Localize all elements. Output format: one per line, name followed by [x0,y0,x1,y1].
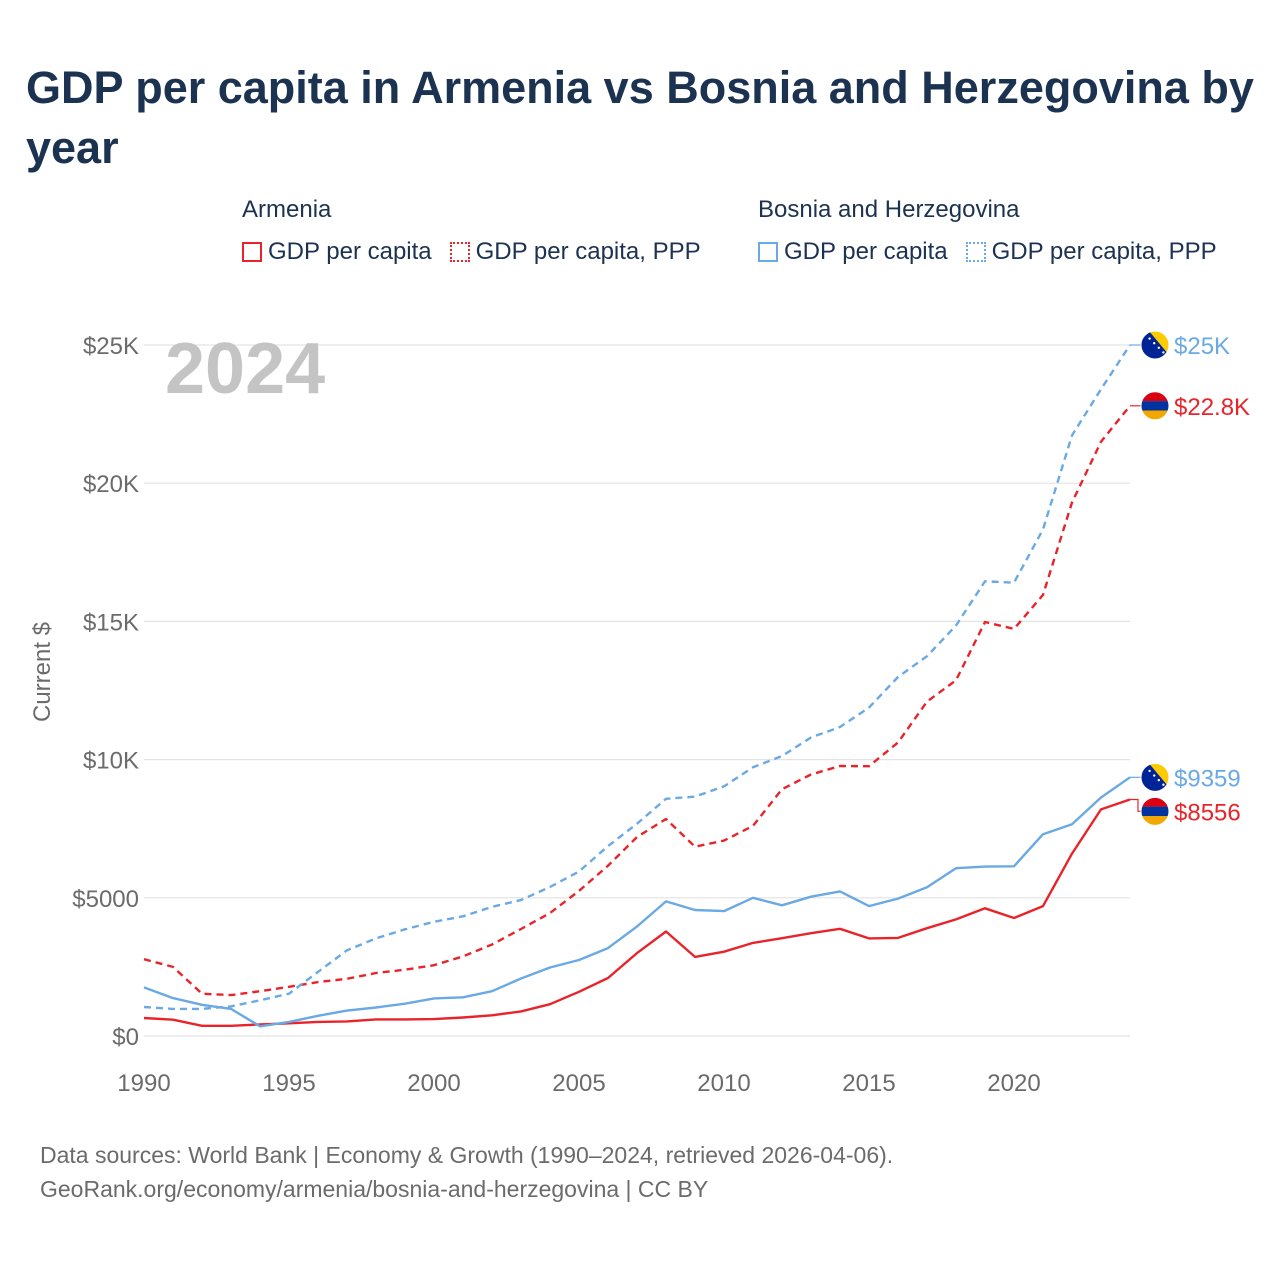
legend-group-title: Armenia [242,196,332,223]
y-tick-label: $15K [83,609,139,636]
attribution-link[interactable]: GeoRank.org/economy/armenia/bosnia-and-h… [40,1176,709,1202]
x-tick-label: 1995 [262,1070,315,1097]
armenia-flag-icon [1140,796,1170,826]
legend-swatch-solid [242,242,262,262]
end-connector [1130,798,1141,812]
chart-title: GDP per capita in Armenia vs Bosnia and … [26,62,1254,173]
series-line [143,798,1131,1028]
legend-item-bosnia-gdp[interactable]: GDP per capita [758,238,948,266]
legend-item-armenia-gdp-ppp[interactable]: GDP per capita, PPP [449,238,701,266]
data-source-note: Data sources: World Bank | Economy & Gro… [40,1142,894,1168]
y-tick-label: $10K [83,748,139,775]
end-value-label: $22.8K [1174,394,1250,421]
end-value-label: $25K [1174,333,1230,360]
legend-item-label: GDP per capita, PPP [475,238,701,265]
x-tick-label: 2000 [407,1070,460,1097]
x-tick-label: 2010 [697,1070,750,1097]
bosnia-flag-icon [1140,330,1170,360]
legend-item-label: GDP per capita [784,238,948,265]
series-line [143,344,1132,1011]
legend-item-bosnia-gdp-ppp[interactable]: GDP per capita, PPP [965,238,1217,266]
legend-item-armenia-gdp[interactable]: GDP per capita [242,238,432,266]
bosnia-flag-icon [1140,762,1170,792]
legend-swatch-solid [758,242,778,262]
legend-item-label: GDP per capita, PPP [991,238,1217,265]
x-tick-label: 2005 [552,1070,605,1097]
year-watermark: 2024 [165,329,325,409]
footer: Data sources: World Bank | Economy & Gro… [40,1138,893,1206]
y-axis-title: Current $ [29,622,56,722]
x-tick-label: 1990 [117,1070,170,1097]
legend-item-label: GDP per capita [268,238,432,265]
y-tick-label: $0 [112,1024,139,1051]
legend-group-bosnia: Bosnia and Herzegovina GDP per capita GD… [758,196,1217,266]
armenia-flag-icon [1140,391,1170,421]
line-chart: $0 $5000 $10K $15K $20K $25K 1990 1995 2000 2005 2… [29,329,1250,1097]
end-value-label: $8556 [1174,799,1241,826]
legend-group-title: Bosnia and Herzegovina [758,196,1020,223]
x-tick-label: 2015 [842,1070,895,1097]
series-line [143,405,1131,997]
y-tick-label: $5000 [72,886,139,913]
y-tick-label: $25K [83,333,139,360]
legend-swatch-dotted [965,242,986,262]
series-line [143,776,1131,1028]
legend-group-armenia: Armenia GDP per capita GDP per capita, P… [242,196,701,266]
legend-swatch-dotted [449,242,470,262]
x-tick-label: 2020 [987,1070,1040,1097]
end-value-label: $9359 [1174,765,1241,792]
y-tick-label: $20K [83,471,139,498]
